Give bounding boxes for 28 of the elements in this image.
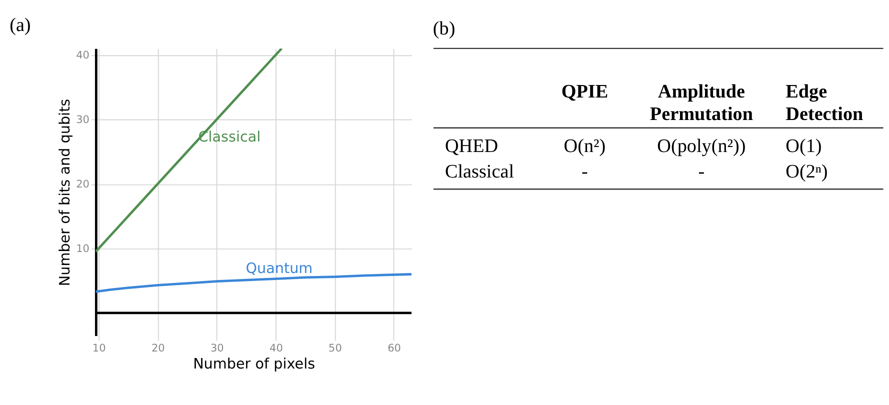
x-tick-label: 10 [92,342,106,354]
text: O(1) [786,136,822,157]
category-label: QHED [444,136,498,157]
x-tick-label: 60 [388,342,401,354]
y-tick-label: 20 [76,178,90,190]
chart-title: (a) [10,15,31,36]
category-label: QPIE [561,81,608,102]
category-label: Edge Detection [786,81,864,126]
text: - [698,162,705,183]
text: - [582,162,588,183]
series-label: Classical [198,129,261,146]
x-tick-label: 40 [270,342,283,354]
x-axis-title: Number of pixels [193,356,316,373]
series-label: Quantum [246,261,313,278]
y-tick-label: 10 [76,242,90,255]
y-axis-title: Number of bits and qubits [57,98,74,286]
y-tick-label: 40 [76,49,90,62]
text: O(poly(n²)) [657,136,746,157]
line-series [96,273,412,293]
category-label: Amplitude Permutation [650,81,754,126]
x-tick-label: 30 [210,342,224,354]
text: O(n²) [564,136,606,157]
x-tick-label: 20 [151,342,165,354]
text: (b) [432,18,456,40]
text: O(2ⁿ) [786,162,828,183]
x-tick-label: 50 [328,342,342,354]
category-label: Classical [444,162,514,183]
y-tick-label: 30 [76,114,90,126]
